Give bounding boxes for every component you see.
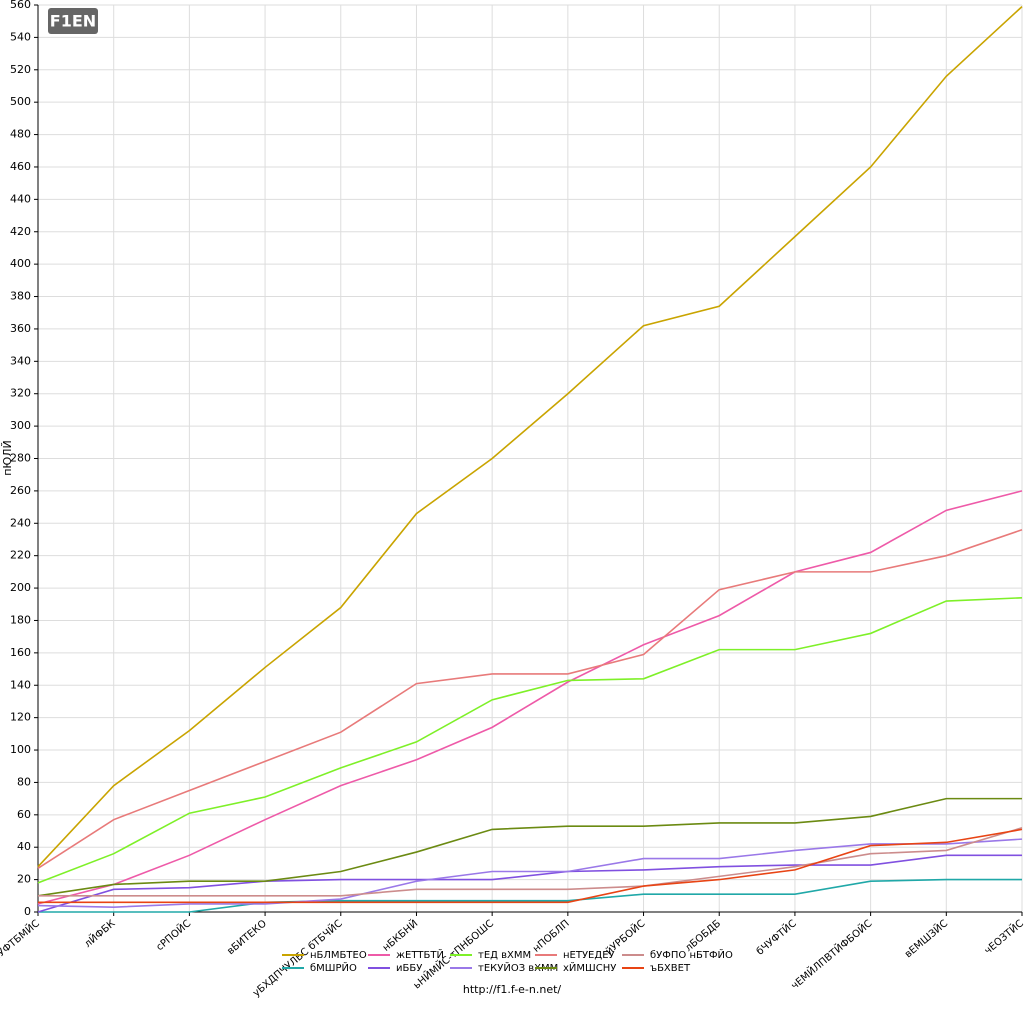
y-tick-label: 180 xyxy=(10,613,31,626)
y-tick-label: 100 xyxy=(10,743,31,756)
y-tick-label: 280 xyxy=(10,452,31,465)
y-tick-label: 360 xyxy=(10,322,31,335)
y-axis-label: пЮЛЙ xyxy=(1,440,14,476)
y-tick-label: 380 xyxy=(10,290,31,303)
logo-box xyxy=(48,8,98,34)
y-tick-label: 240 xyxy=(10,516,31,529)
y-tick-label: 560 xyxy=(10,0,31,11)
series-line xyxy=(37,838,1023,908)
y-tick-label: 540 xyxy=(10,30,31,43)
y-tick-label: 40 xyxy=(17,840,31,853)
legend-label: тЕКУЙОЗ вХММ xyxy=(478,961,558,974)
series-line xyxy=(37,6,1023,868)
y-tick-label: 420 xyxy=(10,225,31,238)
legend-label: тЕД вХММ xyxy=(478,950,531,961)
y-tick-label: 80 xyxy=(17,775,31,788)
logo: F1EN xyxy=(48,8,98,34)
y-tick-label: 520 xyxy=(10,63,31,76)
y-tick-label: 0 xyxy=(24,905,31,918)
series-line xyxy=(38,827,1023,897)
y-tick-label: 60 xyxy=(17,808,31,821)
y-tick-label: 160 xyxy=(10,646,31,659)
y-tick-label: 220 xyxy=(10,549,31,562)
logo-text: F1EN xyxy=(50,12,96,31)
y-tick-label: 500 xyxy=(10,95,31,108)
legend-label: нБЛМБТЕО xyxy=(310,950,367,961)
series-line xyxy=(37,797,1022,897)
series-line xyxy=(38,828,1023,904)
y-tick-label: 20 xyxy=(17,873,31,886)
y-tick-label: 460 xyxy=(10,160,31,173)
legend-label: хЙМШСНУ xyxy=(563,961,616,974)
legend-label: жЕТТБТЙ xyxy=(396,948,444,961)
series-line xyxy=(37,529,1023,869)
y-tick-label: 400 xyxy=(10,257,31,270)
series-line xyxy=(37,854,1022,913)
footer: http://f1.f-e-n.net/ xyxy=(463,983,562,996)
y-tick-label: 120 xyxy=(10,711,31,724)
legend-label: нЕТУЕДЕУ xyxy=(563,950,615,961)
series-line xyxy=(38,878,1022,913)
y-tick-label: 200 xyxy=(10,581,31,594)
y-tick-label: 320 xyxy=(10,387,31,400)
legend-label: бМШРЙО xyxy=(310,961,357,974)
y-tick-label: 440 xyxy=(10,192,31,205)
series-line xyxy=(37,490,1023,905)
y-tick-label: 480 xyxy=(10,128,31,141)
legend-label: бУФПО нБТФЙО xyxy=(650,948,733,961)
legend-label: ъБХВЕТ xyxy=(650,963,691,974)
y-tick-label: 300 xyxy=(10,419,31,432)
legend-label: иББУ xyxy=(396,963,422,974)
y-tick-label: 140 xyxy=(10,678,31,691)
y-tick-label: 340 xyxy=(10,354,31,367)
series-line xyxy=(37,596,1023,884)
y-tick-label: 260 xyxy=(10,484,31,497)
